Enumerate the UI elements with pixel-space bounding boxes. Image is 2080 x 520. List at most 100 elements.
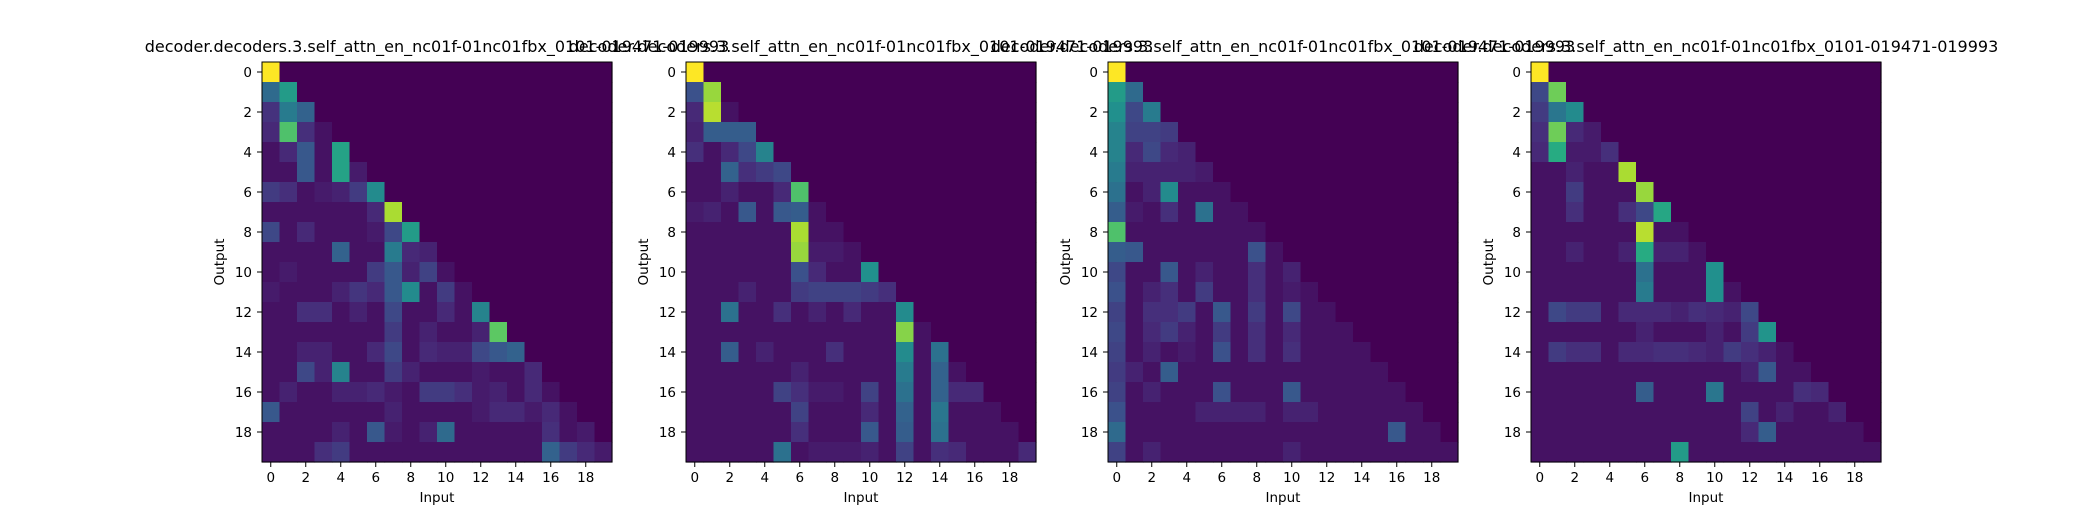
y-tick-label: 14 <box>1504 345 1521 361</box>
heatmap-cells <box>1108 62 1459 463</box>
heatmap-cell-r3-c16 <box>542 122 561 143</box>
heatmap-cell-r16-c9 <box>1265 382 1284 403</box>
heatmap-cell-r4-c1 <box>1548 142 1567 163</box>
heatmap-cell-r0-c10 <box>437 62 456 83</box>
heatmap-cell-r10-c14 <box>507 262 526 283</box>
heatmap-cell-r15-c10 <box>861 362 880 383</box>
heatmap-cell-r5-c1 <box>703 162 722 183</box>
heatmap-cell-r10-c19 <box>1863 262 1882 283</box>
heatmap-cell-r1-c13 <box>913 82 932 103</box>
heatmap-cell-r14-c8 <box>1248 342 1267 363</box>
heatmap-cell-r16-c0 <box>1531 382 1550 403</box>
heatmap-cell-r5-c3 <box>314 162 333 183</box>
heatmap-cell-r19-c15 <box>524 442 543 463</box>
heatmap-cell-r3-c10 <box>1706 122 1725 143</box>
heatmap-cell-r12-c13 <box>489 302 508 323</box>
heatmap-cell-r15-c3 <box>1160 362 1179 383</box>
heatmap-cell-r5-c13 <box>489 162 508 183</box>
heatmap-cell-r19-c10 <box>861 442 880 463</box>
heatmap-cell-r9-c8 <box>1671 242 1690 263</box>
heatmap-cell-r18-c0 <box>1531 422 1550 443</box>
x-axis-label: Input <box>1689 490 1724 506</box>
heatmap-cell-r15-c8 <box>1671 362 1690 383</box>
heatmap-cell-r18-c7 <box>1653 422 1672 443</box>
heatmap-cell-r2-c9 <box>1265 102 1284 123</box>
heatmap-cell-r13-c14 <box>1353 322 1372 343</box>
heatmap-cell-r16-c10 <box>861 382 880 403</box>
heatmap-cell-r14-c9 <box>1688 342 1707 363</box>
heatmap-cell-r12-c17 <box>559 302 578 323</box>
heatmap-cell-r18-c4 <box>332 422 351 443</box>
heatmap-cell-r2-c18 <box>1423 102 1442 123</box>
heatmap-panel-4: 0 2 4 6 8 10 12 14 16 18024681012141618InputOutpu… <box>1414 37 1999 506</box>
heatmap-cell-r1-c11 <box>1723 82 1742 103</box>
heatmap-cell-r16-c5 <box>1195 382 1214 403</box>
heatmap-cell-r11-c4 <box>332 282 351 303</box>
heatmap-cell-r11-c12 <box>472 282 491 303</box>
heatmap-cell-r6-c5 <box>349 182 368 203</box>
heatmap-cell-r1-c7 <box>384 82 403 103</box>
heatmap-cell-r8-c1 <box>1125 222 1144 243</box>
heatmap-cell-r16-c2 <box>1143 382 1162 403</box>
heatmap-cell-r19-c13 <box>489 442 508 463</box>
heatmap-cell-r16-c17 <box>1405 382 1424 403</box>
heatmap-cell-r5-c5 <box>773 162 792 183</box>
heatmap-cell-r18-c5 <box>349 422 368 443</box>
heatmap-cell-r13-c13 <box>1758 322 1777 343</box>
heatmap-cell-r19-c19 <box>1863 442 1882 463</box>
x-tick-label: 12 <box>472 470 489 486</box>
heatmap-cell-r11-c14 <box>931 282 950 303</box>
heatmap-cell-r13-c0 <box>262 322 281 343</box>
heatmap-cell-r12-c2 <box>297 302 316 323</box>
heatmap-cell-r3-c9 <box>1688 122 1707 143</box>
heatmap-cell-r0-c9 <box>1265 62 1284 83</box>
heatmap-cell-r7-c8 <box>402 202 421 223</box>
heatmap-cell-r10-c0 <box>262 262 281 283</box>
heatmap-cell-r12-c14 <box>507 302 526 323</box>
heatmap-cell-r14-c13 <box>913 342 932 363</box>
heatmap-cell-r19-c3 <box>738 442 757 463</box>
heatmap-cell-r10-c10 <box>1706 262 1725 283</box>
heatmap-cell-r9-c10 <box>1283 242 1302 263</box>
heatmap-cell-r13-c17 <box>559 322 578 343</box>
heatmap-cell-r6-c10 <box>437 182 456 203</box>
heatmap-cell-r14-c5 <box>349 342 368 363</box>
heatmap-cell-r7-c3 <box>738 202 757 223</box>
heatmap-cell-r11-c11 <box>878 282 897 303</box>
heatmap-cell-r16-c0 <box>262 382 281 403</box>
heatmap-cell-r3-c1 <box>1548 122 1567 143</box>
heatmap-cell-r10-c7 <box>808 262 827 283</box>
heatmap-cell-r0-c9 <box>1688 62 1707 83</box>
heatmap-cell-r15-c13 <box>1335 362 1354 383</box>
heatmap-cell-r13-c14 <box>931 322 950 343</box>
heatmap-cell-r3-c2 <box>297 122 316 143</box>
y-tick-label: 2 <box>1512 105 1521 121</box>
heatmap-cell-r17-c18 <box>1001 402 1020 423</box>
heatmap-cell-r10-c2 <box>297 262 316 283</box>
heatmap-cell-r5-c11 <box>454 162 473 183</box>
heatmap-cell-r8-c3 <box>1583 222 1602 243</box>
heatmap-cell-r2-c17 <box>983 102 1002 123</box>
heatmap-cell-r15-c5 <box>1195 362 1214 383</box>
heatmap-cell-r2-c3 <box>314 102 333 123</box>
heatmap-cell-r8-c6 <box>791 222 810 243</box>
heatmap-cell-r6-c18 <box>1846 182 1865 203</box>
heatmap-cell-r1-c19 <box>1440 82 1459 103</box>
heatmap-cell-r0-c18 <box>1846 62 1865 83</box>
heatmap-cell-r15-c2 <box>1143 362 1162 383</box>
heatmap-cell-r0-c4 <box>332 62 351 83</box>
heatmap-cell-r5-c18 <box>1001 162 1020 183</box>
heatmap-cell-r16-c13 <box>489 382 508 403</box>
heatmap-cell-r10-c11 <box>454 262 473 283</box>
heatmap-cell-r5-c10 <box>861 162 880 183</box>
heatmap-cell-r6-c3 <box>1160 182 1179 203</box>
heatmap-cell-r18-c19 <box>1863 422 1882 443</box>
heatmap-cell-r11-c18 <box>1001 282 1020 303</box>
heatmap-cell-r17-c18 <box>1846 402 1865 423</box>
heatmap-cell-r13-c2 <box>297 322 316 343</box>
heatmap-cell-r7-c3 <box>1160 202 1179 223</box>
heatmap-cell-r9-c9 <box>419 242 438 263</box>
heatmap-cell-r2-c16 <box>542 102 561 123</box>
heatmap-cell-r6-c17 <box>559 182 578 203</box>
heatmap-cell-r4-c18 <box>1423 142 1442 163</box>
